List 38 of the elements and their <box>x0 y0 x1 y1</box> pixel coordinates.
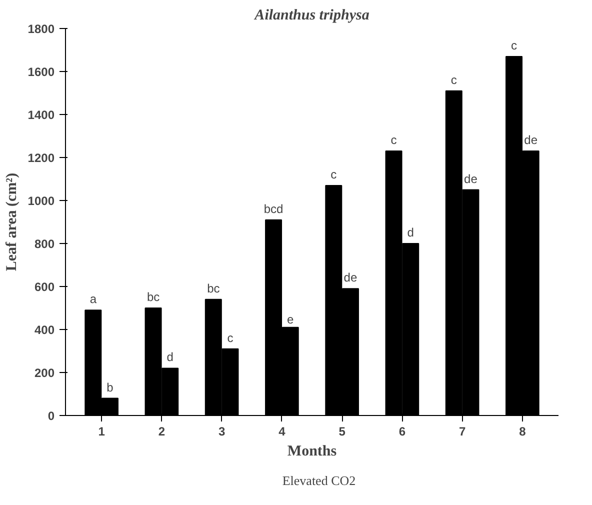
chart-title: Ailanthus triphysa <box>254 8 370 24</box>
annotation: d <box>407 226 414 240</box>
annotation: c <box>227 330 234 345</box>
annotation: bc <box>207 281 220 296</box>
y-tick-label: 1600 <box>28 65 55 79</box>
x-tick-label: 7 <box>458 424 466 438</box>
y-tick-label: 600 <box>34 280 55 294</box>
annotation: c <box>390 133 397 148</box>
annotation: de <box>524 133 538 148</box>
x-tick-label: 3 <box>218 424 226 438</box>
annotation: b <box>106 380 114 394</box>
annotation: de <box>344 270 358 285</box>
annotation: bcd <box>264 202 284 216</box>
y-axis-title: Leaf area (cm²) <box>4 172 20 272</box>
annotation: c <box>511 38 518 52</box>
x-tick-label: 8 <box>519 424 526 438</box>
x-tick-label: 2 <box>158 424 166 438</box>
y-tick-label: 1400 <box>28 108 55 122</box>
y-tick-label: 1000 <box>28 194 55 208</box>
y-tick-label: 200 <box>34 366 55 380</box>
x-tick-label: 1 <box>98 424 106 438</box>
y-tick-label: 1800 <box>28 22 55 36</box>
text: Elevated CO2 <box>282 473 356 489</box>
y-tick-label: 800 <box>34 237 55 251</box>
x-tick-label: 5 <box>338 424 346 438</box>
annotation: d <box>166 350 174 364</box>
y-tick-label: 1200 <box>28 151 55 165</box>
y-tick-label: 0 <box>48 409 55 423</box>
annotation: e <box>287 312 294 326</box>
annotation: de <box>464 172 478 186</box>
annotation: bc <box>146 290 160 304</box>
x-axis-title: Months <box>287 444 337 460</box>
annotation: c <box>330 167 337 182</box>
annotation: a <box>90 292 97 306</box>
y-tick-label: 400 <box>34 323 55 337</box>
annotation: c <box>450 72 457 87</box>
x-tick-label: 4 <box>278 424 286 438</box>
x-tick-label: 6 <box>398 424 406 438</box>
